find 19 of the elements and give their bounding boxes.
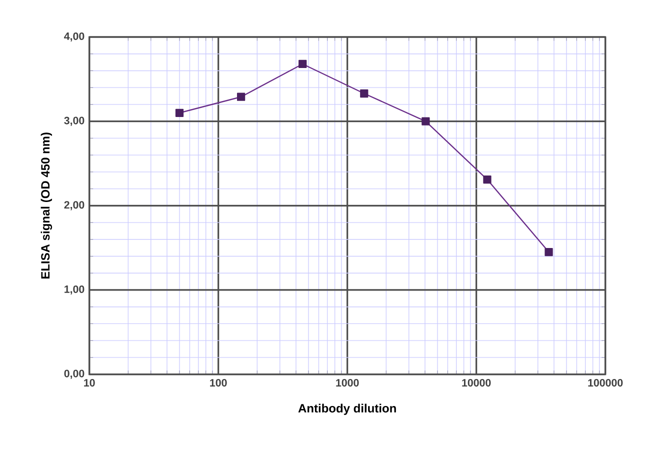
point bbox=[422, 117, 430, 126]
y-tick-label: 1,00 bbox=[64, 285, 84, 295]
x-tick-label: 100000 bbox=[588, 379, 623, 387]
point bbox=[175, 108, 184, 117]
point bbox=[236, 92, 246, 101]
point bbox=[360, 89, 368, 98]
x-tick-label: 100 bbox=[210, 379, 227, 387]
y-axis-title: ELISA signal (OD 450 nm) bbox=[40, 132, 52, 279]
x-axis-title: Antibody dilution bbox=[298, 404, 396, 415]
point bbox=[298, 60, 307, 68]
y-tick-label: 2,00 bbox=[64, 201, 84, 210]
x-tick-label: 1000 bbox=[336, 379, 359, 387]
y-tick-label: 0,00 bbox=[64, 370, 84, 379]
x-tick-label: 10000 bbox=[462, 379, 491, 387]
point bbox=[483, 175, 492, 184]
x-tick-label: 10 bbox=[84, 379, 95, 387]
point bbox=[544, 248, 553, 256]
y-tick-label: 4,00 bbox=[64, 32, 84, 42]
y-tick-label: 3,00 bbox=[64, 116, 84, 126]
